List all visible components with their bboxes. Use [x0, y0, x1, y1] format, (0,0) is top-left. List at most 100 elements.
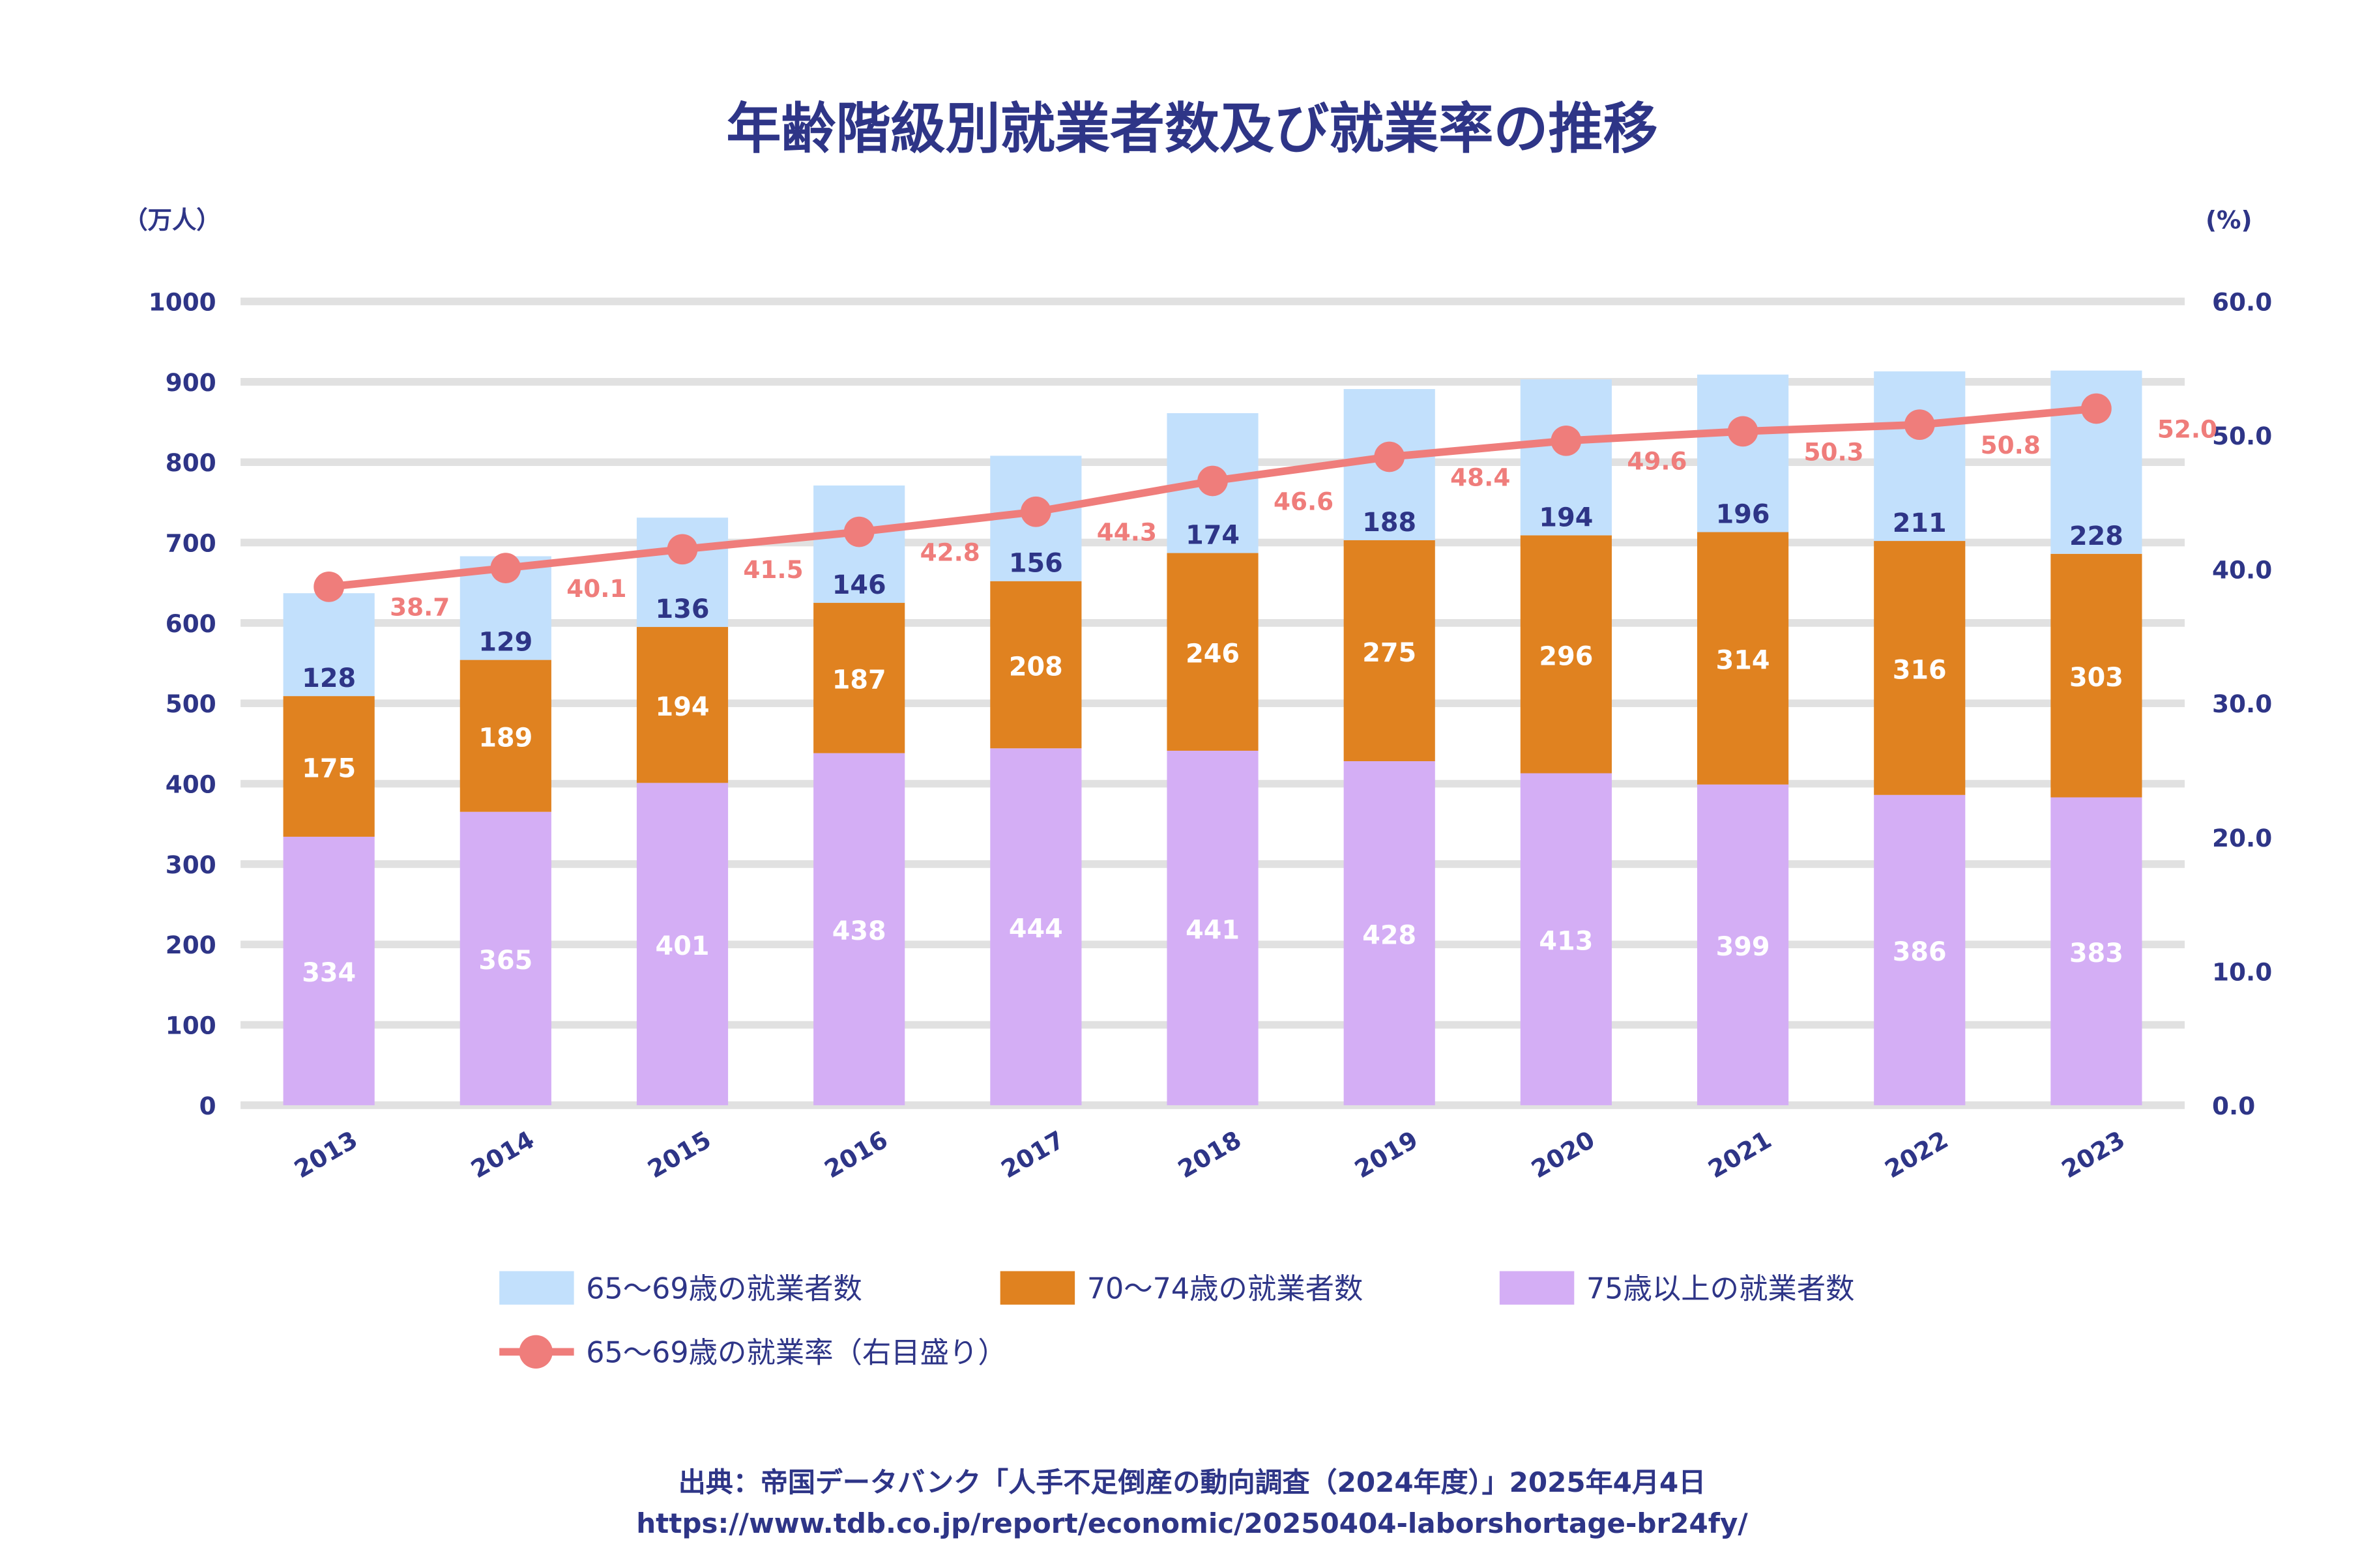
bar-value-label: 365: [478, 946, 532, 976]
bar-value-label: 194: [656, 692, 710, 722]
bar-segment: [1874, 371, 1966, 542]
bar-segment: [1167, 553, 1259, 751]
y-axis-label: （万人）: [123, 205, 220, 234]
rate-point: [1021, 496, 1051, 527]
rate-point: [667, 534, 698, 565]
y-tick-label: 300: [166, 850, 216, 879]
rate-value-label: 48.4: [1450, 463, 1510, 491]
legend-label: 70〜74歳の就業者数: [1087, 1273, 1363, 1306]
bar-segment: [283, 836, 375, 1105]
rate-value-label: 46.6: [1274, 487, 1333, 515]
legend-swatch: [499, 1271, 574, 1305]
bar-value-label: 156: [1009, 549, 1063, 579]
y2-tick-label: 30.0: [2212, 690, 2272, 718]
bar-value-label: 383: [2069, 938, 2123, 968]
x-tick-label: 2014: [466, 1125, 539, 1183]
legend-swatch: [1000, 1271, 1075, 1305]
bar-value-label: 128: [302, 663, 356, 693]
rate-line: 38.7 40.1 41.5 42.8 44.3 46.6 48.4 49.6 50.3 50.8…: [313, 393, 2217, 622]
bar-segment: [1343, 540, 1435, 761]
bar-segment: [459, 660, 551, 812]
chart-title: 年齢階級別就業者数及び就業率の推移: [726, 97, 1657, 161]
bar-value-label: 401: [656, 931, 710, 961]
legend-label: 65〜69歳の就業率（右目盛り）: [586, 1337, 1006, 1370]
bar-segment: [283, 696, 375, 837]
y-axis-ticks: 0 100 200 300 400 500 600 700 800 900 1000 0.0 10.0 2…: [149, 288, 2273, 1120]
bar-value-label: 303: [2069, 663, 2123, 693]
bar-segment: [1874, 541, 1966, 795]
bar-segment: [1520, 535, 1612, 774]
legend-swatch: [1499, 1271, 1575, 1305]
x-tick-label: 2017: [997, 1125, 1070, 1183]
bar-value-label: 444: [1009, 914, 1063, 944]
x-tick-label: 2018: [1173, 1125, 1246, 1183]
y-tick-label: 400: [166, 770, 216, 799]
rate-value-label: 50.8: [1981, 431, 2041, 459]
rate-point: [313, 572, 345, 602]
x-axis-ticks: 2013 2014 2015 2016 2017 2018 2019 2020 2021 2022…: [289, 1125, 2130, 1183]
bar-value-label: 189: [478, 723, 532, 753]
bar-segment: [1520, 379, 1612, 536]
rate-point: [490, 553, 521, 583]
bar-segment: [990, 581, 1082, 749]
y-tick-label: 900: [166, 368, 216, 397]
bar-segment: [2050, 797, 2142, 1105]
bar-value-label: 428: [1362, 920, 1416, 950]
bar-segment: [1874, 794, 1966, 1105]
x-tick-label: 2019: [1350, 1125, 1423, 1183]
bar-segment: [1697, 784, 1789, 1105]
legend-line-marker: [519, 1335, 553, 1369]
rate-value-label: 38.7: [390, 593, 450, 622]
bar-value-label: 246: [1186, 639, 1240, 669]
rate-value-label: 44.3: [1097, 518, 1157, 547]
x-tick-label: 2013: [289, 1125, 362, 1183]
y-tick-label: 100: [166, 1011, 216, 1040]
bar-segment: [1697, 532, 1789, 785]
legend-label: 65〜69歳の就業者数: [586, 1273, 862, 1306]
bar-value-label: 334: [302, 958, 356, 988]
bar-segment: [990, 748, 1082, 1105]
bar-value-label: 188: [1362, 508, 1416, 538]
y-tick-label: 800: [166, 448, 216, 477]
bar-value-label: 314: [1716, 645, 1770, 675]
bar-value-label: 399: [1716, 932, 1770, 962]
y-tick-label: 700: [166, 529, 216, 558]
x-tick-label: 2022: [1880, 1125, 1953, 1183]
x-tick-label: 2023: [2057, 1125, 2130, 1183]
bar-value-label: 228: [2069, 521, 2123, 551]
y-tick-label: 1000: [149, 288, 216, 317]
x-tick-label: 2020: [1526, 1125, 1599, 1183]
bar-value-label: 386: [1893, 937, 1947, 967]
rate-point: [2081, 393, 2112, 424]
legend: 65〜69歳の就業者数 70〜74歳の就業者数 75歳以上の就業者数 65〜69歳の就…: [499, 1271, 1854, 1370]
y-tick-label: 600: [166, 609, 216, 638]
bar-segment: [1167, 750, 1259, 1105]
source-text: 出典：帝国データバンク「人手不足倒産の動向調査（2024年度）」2025年4月4…: [678, 1466, 1706, 1498]
bar-segment: [2050, 553, 2142, 798]
bar-segment: [813, 603, 905, 753]
bar-value-label: 136: [656, 594, 710, 624]
bar-value-label: 208: [1009, 652, 1063, 682]
rate-point: [843, 516, 875, 547]
bar-segment: [636, 627, 729, 783]
source-url[interactable]: https://www.tdb.co.jp/report/economic/20…: [636, 1507, 1748, 1539]
bar-segment: [1343, 761, 1435, 1105]
y2-tick-label: 60.0: [2212, 288, 2272, 317]
y2-axis-label: (%): [2206, 205, 2252, 234]
bar-value-label: 275: [1362, 638, 1416, 668]
bar-value-label: 129: [478, 628, 532, 658]
bar-value-label: 146: [832, 570, 886, 600]
bar-value-label: 441: [1186, 915, 1240, 945]
bar-segment: [1697, 374, 1789, 532]
y2-tick-label: 40.0: [2212, 556, 2272, 585]
bar-value-label: 196: [1716, 499, 1770, 529]
y2-tick-label: 10.0: [2212, 957, 2272, 986]
legend-label: 75歳以上の就業者数: [1586, 1273, 1854, 1306]
rate-value-label: 41.5: [743, 555, 803, 584]
bar-segment: [636, 783, 729, 1105]
y2-tick-label: 20.0: [2212, 824, 2272, 852]
bar-value-label: 316: [1893, 655, 1947, 685]
y-tick-label: 500: [166, 690, 216, 718]
y-tick-label: 0: [199, 1092, 216, 1120]
